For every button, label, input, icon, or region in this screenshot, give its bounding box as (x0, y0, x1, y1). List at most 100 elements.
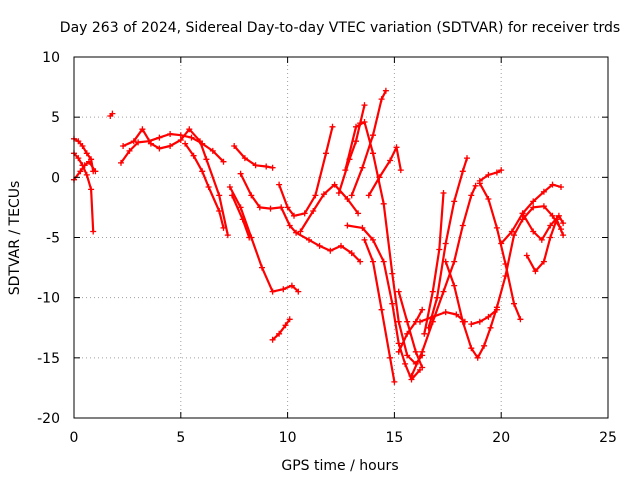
data-point-marker (286, 316, 293, 323)
series-arc-33 (519, 210, 567, 243)
data-point-marker (276, 181, 283, 188)
data-point-marker (209, 147, 216, 154)
data-point-marker (530, 204, 537, 211)
data-point-marker (86, 158, 92, 165)
data-point-marker (297, 228, 304, 235)
series-trace (184, 142, 225, 229)
data-point-marker (485, 313, 492, 320)
data-point-marker (361, 236, 368, 243)
data-point-marker (404, 318, 411, 325)
data-point-marker (530, 198, 537, 205)
data-point-marker (434, 294, 441, 301)
data-point-marker (380, 258, 387, 265)
series-arc-8 (231, 143, 276, 171)
data-point-marker (540, 203, 547, 210)
data-point-marker (81, 162, 88, 169)
data-point-marker (560, 220, 567, 227)
x-tick-label: 15 (385, 430, 403, 446)
data-point-marker (190, 152, 197, 159)
data-point-marker (284, 204, 291, 211)
y-tick-label: -5 (46, 231, 60, 247)
data-point-marker (370, 132, 376, 139)
data-point-marker (301, 210, 308, 217)
series-trace (397, 308, 424, 353)
data-point-marker (485, 196, 492, 202)
data-point-marker (402, 360, 409, 367)
data-point-marker (216, 208, 223, 214)
data-point-marker (391, 378, 398, 385)
data-point-marker (139, 126, 146, 133)
data-point-marker (167, 131, 174, 137)
data-point-marker (293, 229, 300, 236)
data-point-marker (306, 236, 312, 243)
data-point-marker (348, 250, 355, 257)
series-arc-23 (408, 182, 479, 379)
data-point-marker (459, 168, 466, 175)
axes: 0 5 10 15 20 25 -20 -15 -10 -5 0 5 10 (37, 50, 617, 446)
data-point-marker (135, 139, 142, 146)
data-point-marker (519, 210, 526, 217)
data-point-marker (429, 288, 436, 295)
data-point-marker (468, 192, 475, 199)
data-point-marker (310, 208, 317, 214)
data-point-marker (348, 192, 355, 199)
series-arc-25 (425, 155, 470, 331)
data-point-marker (511, 300, 517, 307)
y-tick-label: -10 (37, 291, 60, 307)
series-arc-29 (476, 180, 524, 323)
data-point-marker (487, 324, 494, 331)
y-axis-label: SDTVAR / TECUs (7, 181, 23, 296)
data-point-marker (493, 304, 500, 311)
series-trace (72, 152, 95, 233)
data-point-marker (440, 190, 447, 196)
data-point-marker (517, 316, 524, 323)
data-point-marker (182, 140, 189, 147)
data-point-marker (316, 242, 323, 249)
data-point-marker (252, 162, 259, 169)
data-point-marker (246, 234, 253, 241)
data-point-marker (397, 167, 404, 174)
data-point-marker (353, 138, 359, 145)
data-point-marker (382, 87, 389, 94)
data-point-marker (147, 140, 154, 147)
data-point-marker (370, 258, 376, 265)
series-trace (239, 172, 362, 263)
data-point-marker (75, 155, 82, 162)
series-arc-13 (276, 123, 336, 219)
series-trace (478, 169, 503, 182)
data-point-marker (389, 300, 396, 307)
data-point-marker (269, 164, 276, 171)
data-point-marker (186, 126, 193, 133)
data-point-marker (523, 252, 530, 259)
data-point-marker (188, 134, 195, 141)
data-point-marker (130, 138, 137, 145)
y-tick-label: 10 (42, 50, 60, 66)
data-point-marker (365, 192, 372, 199)
data-point-marker (442, 240, 449, 247)
data-point-marker (508, 228, 515, 235)
data-point-marker (83, 171, 90, 178)
series-arc-6 (120, 126, 231, 239)
data-point-marker (560, 232, 567, 239)
data-point-marker (395, 340, 402, 347)
data-point-marker (540, 188, 547, 195)
series-arc-27 (468, 306, 500, 328)
data-point-marker (485, 171, 492, 178)
data-point-marker (549, 212, 556, 219)
data-point-marker (241, 155, 248, 162)
y-tick-label: 5 (51, 110, 60, 126)
data-point-marker (370, 236, 376, 243)
data-point-marker (199, 168, 206, 175)
data-point-marker (338, 242, 344, 249)
series-trace (299, 183, 360, 233)
data-point-marker (555, 212, 562, 219)
data-point-marker (220, 224, 227, 231)
series-arc-24 (421, 190, 447, 337)
series-arc-5 (118, 131, 227, 166)
data-point-marker (355, 210, 362, 217)
data-point-marker (498, 240, 505, 247)
data-point-marker (547, 234, 554, 241)
data-point-marker (226, 184, 233, 190)
data-point-marker (90, 228, 97, 235)
